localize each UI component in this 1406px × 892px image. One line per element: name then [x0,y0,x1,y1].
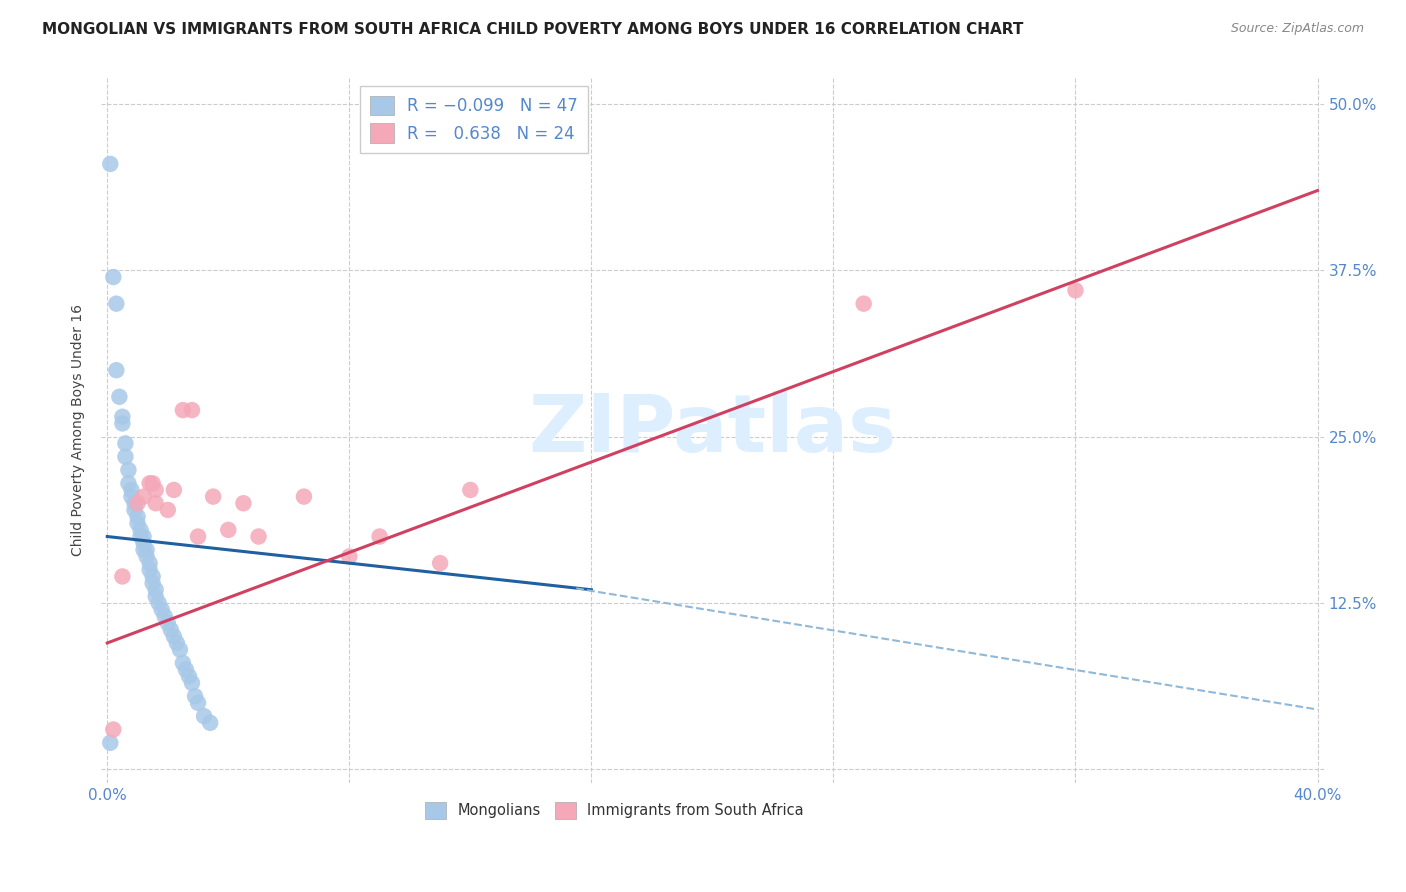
Point [127,516,149,531]
Point [129,523,152,537]
Point [156,503,179,517]
Point [148,596,170,610]
Point [163,483,186,497]
Point [117,476,139,491]
Point [202,490,225,504]
Point [132,542,155,557]
Point [103,270,125,285]
Point [145,582,167,597]
Point [142,569,165,583]
Point [172,403,194,417]
Point [156,615,179,630]
Point [124,496,146,510]
Point [138,563,160,577]
Point [142,476,165,491]
Point [124,503,146,517]
Point [111,569,134,583]
Point [135,542,157,557]
Point [127,496,149,510]
Text: Source: ZipAtlas.com: Source: ZipAtlas.com [1230,22,1364,36]
Point [150,603,173,617]
Point [132,529,155,543]
Point [852,296,875,310]
Point [103,723,125,737]
Point [193,709,215,723]
Point [114,450,136,464]
Point [337,549,360,564]
Point [105,296,128,310]
Point [114,436,136,450]
Point [177,669,200,683]
Legend: Mongolians, Immigrants from South Africa: Mongolians, Immigrants from South Africa [419,797,810,825]
Point [460,483,482,497]
Point [232,496,254,510]
Point [108,390,131,404]
Point [429,556,451,570]
Point [117,463,139,477]
Point [169,642,191,657]
Point [145,483,167,497]
Point [181,676,204,690]
Point [138,556,160,570]
Point [184,689,207,703]
Point [132,490,155,504]
Point [138,476,160,491]
Point [127,509,149,524]
Point [368,529,391,543]
Point [153,609,176,624]
Point [129,529,152,543]
Point [181,403,204,417]
Point [187,696,209,710]
Point [198,715,221,730]
Point [105,363,128,377]
Point [187,529,209,543]
Point [145,496,167,510]
Point [159,623,181,637]
Point [174,663,197,677]
Text: MONGOLIAN VS IMMIGRANTS FROM SOUTH AFRICA CHILD POVERTY AMONG BOYS UNDER 16 CORR: MONGOLIAN VS IMMIGRANTS FROM SOUTH AFRIC… [42,22,1024,37]
Point [247,529,270,543]
Point [292,490,315,504]
Y-axis label: Child Poverty Among Boys Under 16: Child Poverty Among Boys Under 16 [72,304,86,556]
Point [163,629,186,643]
Point [132,536,155,550]
Point [166,636,188,650]
Point [217,523,239,537]
Point [172,656,194,670]
Point [111,417,134,431]
Point [98,157,121,171]
Point [142,576,165,591]
Point [1064,284,1087,298]
Point [98,736,121,750]
Point [145,590,167,604]
Text: ZIPatlas: ZIPatlas [529,391,897,469]
Point [121,490,143,504]
Point [111,409,134,424]
Point [121,483,143,497]
Point [135,549,157,564]
